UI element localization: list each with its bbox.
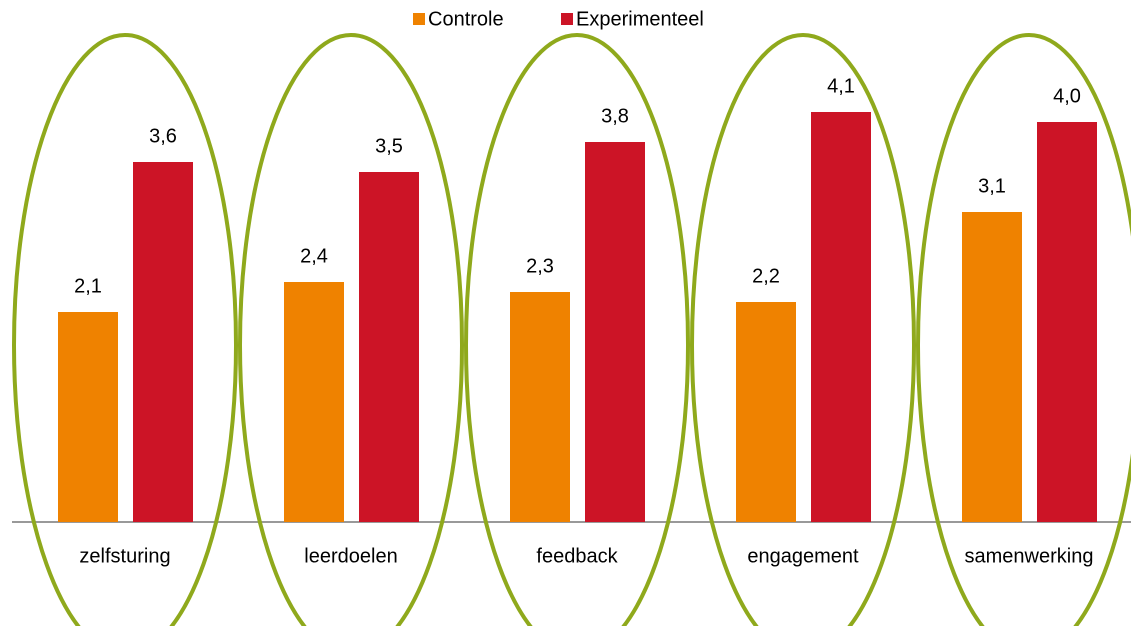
bar — [1037, 122, 1097, 522]
value-label: 2,3 — [526, 255, 554, 277]
highlight-ellipse — [238, 33, 464, 626]
value-label: 2,1 — [74, 275, 102, 297]
bar — [284, 282, 344, 522]
legend-label: Experimenteel — [576, 8, 704, 30]
legend-swatch — [561, 13, 573, 25]
value-label: 3,8 — [601, 105, 629, 127]
highlight-ellipse — [464, 33, 690, 626]
value-label: 4,1 — [827, 75, 855, 97]
value-label: 3,5 — [375, 135, 403, 157]
bar — [585, 142, 645, 522]
bar — [58, 312, 118, 522]
highlight-ellipse — [690, 33, 916, 626]
bar — [736, 302, 796, 522]
legend-swatch — [413, 13, 425, 25]
bar — [510, 292, 570, 522]
x-tick-label: feedback — [536, 545, 618, 567]
bar — [133, 162, 193, 522]
legend-label: Controle — [428, 8, 504, 30]
bar — [359, 172, 419, 522]
value-label: 3,1 — [978, 175, 1006, 197]
value-label: 2,2 — [752, 265, 780, 287]
bar — [962, 212, 1022, 522]
bar — [811, 112, 871, 522]
x-tick-label: zelfsturing — [79, 545, 170, 567]
highlight-ellipse — [916, 33, 1131, 626]
value-label: 2,4 — [300, 245, 328, 267]
x-tick-label: leerdoelen — [304, 545, 397, 567]
value-label: 4,0 — [1053, 85, 1081, 107]
x-tick-label: engagement — [747, 545, 859, 567]
value-label: 3,6 — [149, 125, 177, 147]
x-tick-label: samenwerking — [965, 545, 1094, 567]
highlight-ellipse — [12, 33, 238, 626]
